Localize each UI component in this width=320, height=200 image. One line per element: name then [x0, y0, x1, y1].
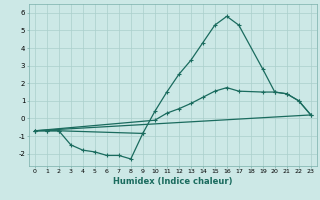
X-axis label: Humidex (Indice chaleur): Humidex (Indice chaleur) [113, 177, 233, 186]
